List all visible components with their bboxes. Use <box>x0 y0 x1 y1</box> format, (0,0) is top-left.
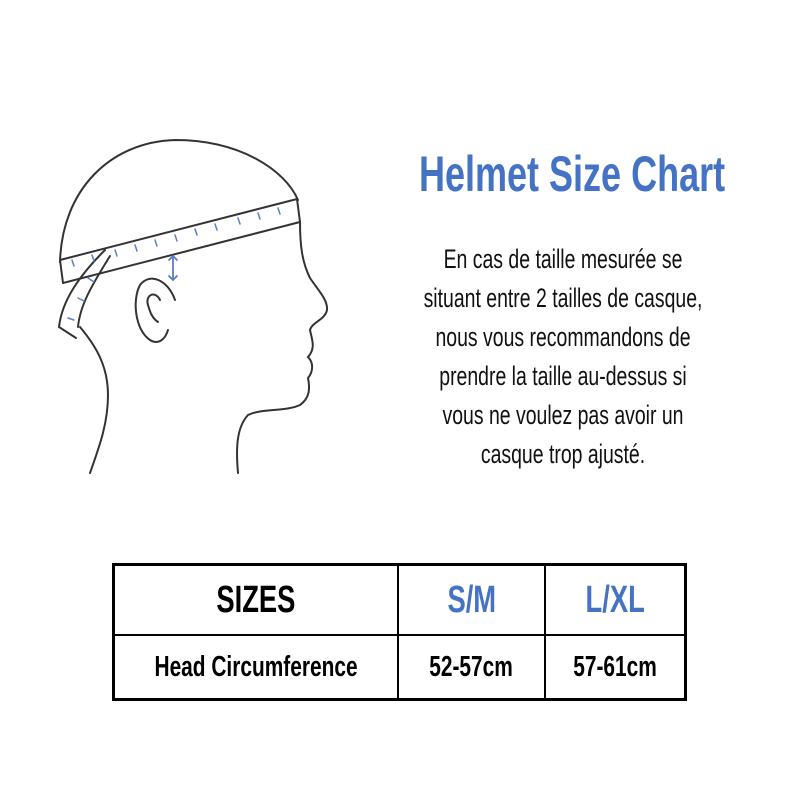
advice-line: nous vous recommandons de <box>435 322 691 352</box>
ear <box>134 277 176 343</box>
page-title: Helmet Size Chart <box>419 146 726 202</box>
cell-s-m: 52-57cm <box>397 634 546 701</box>
strap-outer <box>57 249 106 339</box>
band-bottom <box>62 221 301 284</box>
header-sizes: SIZES <box>112 563 400 636</box>
advice-line: casque trop ajusté. <box>480 439 646 469</box>
neck-back-outline <box>79 326 110 474</box>
measure-ticks <box>67 207 281 321</box>
face-outline <box>236 221 329 474</box>
advice-line: vous ne voulez pas avoir un <box>442 400 684 430</box>
cell-l-xl: 57-61cm <box>543 634 687 701</box>
band-top <box>59 198 298 261</box>
band-end <box>296 198 301 223</box>
row-label: Head Circumference <box>112 634 400 701</box>
advice-line: situant entre 2 tailles de casque, <box>423 283 703 313</box>
advice-line: prendre la taille au-dessus si <box>439 361 687 391</box>
skull-outline <box>59 138 299 263</box>
band-left <box>59 259 64 284</box>
advice-line: En cas de taille mesurée se <box>443 244 683 274</box>
size-table: SIZES S/M L/XL Head Circumference 52-57c… <box>112 563 687 701</box>
up-down-arrow-icon <box>168 254 178 282</box>
strap-inner <box>77 255 111 328</box>
header-s-m: S/M <box>397 563 546 636</box>
table-row: Head Circumference 52-57cm 57-61cm <box>112 634 687 701</box>
table-header-row: SIZES S/M L/XL <box>112 563 687 636</box>
header-l-xl: L/XL <box>543 563 687 636</box>
size-advice-text: En cas de taille mesurée se situant entr… <box>383 240 743 474</box>
